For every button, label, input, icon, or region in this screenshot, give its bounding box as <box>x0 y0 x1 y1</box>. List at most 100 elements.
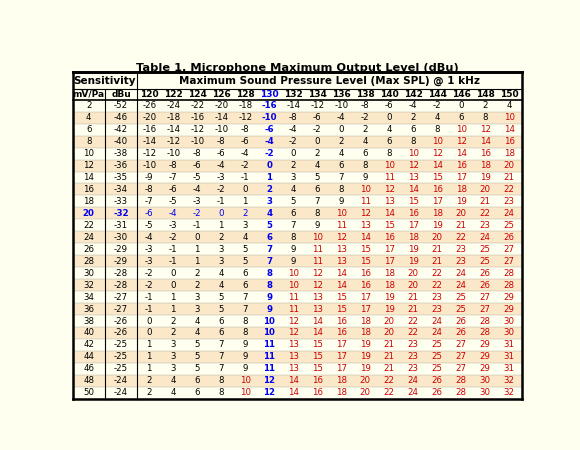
Text: 4: 4 <box>266 209 272 218</box>
Text: 26: 26 <box>480 281 491 290</box>
Text: 19: 19 <box>480 173 491 182</box>
Text: 14: 14 <box>288 388 299 397</box>
Text: 12: 12 <box>311 281 322 290</box>
FancyBboxPatch shape <box>72 387 522 399</box>
Text: 9: 9 <box>362 173 368 182</box>
Text: 13: 13 <box>288 341 299 350</box>
Text: 9: 9 <box>266 292 272 302</box>
Text: 16: 16 <box>83 185 94 194</box>
Text: 21: 21 <box>503 173 514 182</box>
Text: 23: 23 <box>503 197 514 206</box>
Text: 23: 23 <box>408 364 419 373</box>
Text: -25: -25 <box>114 352 128 361</box>
Text: 1: 1 <box>171 305 176 314</box>
Text: 18: 18 <box>383 269 394 278</box>
Text: 1: 1 <box>147 352 152 361</box>
Text: -31: -31 <box>114 221 128 230</box>
Text: 30: 30 <box>480 388 491 397</box>
Text: -6: -6 <box>385 101 393 110</box>
Text: -16: -16 <box>190 113 204 122</box>
Text: dBu: dBu <box>111 90 131 99</box>
Text: 0: 0 <box>242 185 248 194</box>
Text: 17: 17 <box>383 245 394 254</box>
Text: 16: 16 <box>336 328 347 338</box>
Text: 21: 21 <box>408 292 419 302</box>
Text: 13: 13 <box>408 173 419 182</box>
Text: 8: 8 <box>242 316 248 325</box>
Text: 10: 10 <box>383 161 394 170</box>
Text: 0: 0 <box>147 328 152 338</box>
Text: 2: 2 <box>194 281 200 290</box>
Text: -35: -35 <box>114 173 128 182</box>
Text: 19: 19 <box>360 341 371 350</box>
Text: 16: 16 <box>432 185 443 194</box>
Text: 14: 14 <box>311 316 322 325</box>
FancyBboxPatch shape <box>72 291 522 303</box>
Text: 31: 31 <box>503 364 514 373</box>
Text: 16: 16 <box>480 149 491 158</box>
Text: 20: 20 <box>383 316 394 325</box>
FancyBboxPatch shape <box>72 231 522 243</box>
Text: 0: 0 <box>291 149 296 158</box>
Text: 2: 2 <box>194 269 200 278</box>
Text: 10: 10 <box>240 376 251 385</box>
Text: -30: -30 <box>114 233 128 242</box>
Text: 4: 4 <box>219 269 224 278</box>
Text: -8: -8 <box>289 113 298 122</box>
Text: 23: 23 <box>432 305 443 314</box>
Text: 1: 1 <box>266 173 272 182</box>
Text: -10: -10 <box>142 161 156 170</box>
Text: -7: -7 <box>145 197 154 206</box>
FancyBboxPatch shape <box>72 148 522 160</box>
Text: 42: 42 <box>83 341 94 350</box>
Text: 19: 19 <box>456 197 466 206</box>
Text: 24: 24 <box>480 233 491 242</box>
Text: 18: 18 <box>383 281 394 290</box>
Text: 23: 23 <box>432 292 443 302</box>
Text: -8: -8 <box>169 161 177 170</box>
Text: -5: -5 <box>145 221 154 230</box>
Text: 17: 17 <box>456 173 467 182</box>
Text: -42: -42 <box>114 125 128 134</box>
Text: 6: 6 <box>291 209 296 218</box>
Text: 11: 11 <box>311 256 322 266</box>
Text: 25: 25 <box>432 341 443 350</box>
Text: 21: 21 <box>383 341 394 350</box>
Text: 16: 16 <box>456 161 467 170</box>
Text: 18: 18 <box>336 376 347 385</box>
Text: 24: 24 <box>83 233 94 242</box>
Text: -34: -34 <box>114 185 128 194</box>
Text: 0: 0 <box>338 125 344 134</box>
Text: 40: 40 <box>83 328 94 338</box>
Text: 10: 10 <box>83 149 94 158</box>
Text: 134: 134 <box>308 90 327 99</box>
Text: -3: -3 <box>145 245 154 254</box>
Text: 4: 4 <box>219 281 224 290</box>
Text: -8: -8 <box>241 125 249 134</box>
Text: 10: 10 <box>240 388 251 397</box>
Text: 18: 18 <box>408 233 419 242</box>
Text: 15: 15 <box>383 221 394 230</box>
Text: 14: 14 <box>408 185 419 194</box>
Text: 13: 13 <box>288 352 299 361</box>
Text: 21: 21 <box>408 305 419 314</box>
Text: 14: 14 <box>503 125 514 134</box>
FancyBboxPatch shape <box>72 100 522 112</box>
Text: -1: -1 <box>217 197 226 206</box>
Text: 22: 22 <box>383 388 394 397</box>
FancyBboxPatch shape <box>72 112 522 124</box>
Text: 6: 6 <box>314 185 320 194</box>
Text: 10: 10 <box>263 316 275 325</box>
Text: -25: -25 <box>114 364 128 373</box>
Text: 11: 11 <box>360 197 371 206</box>
Text: 4: 4 <box>86 113 92 122</box>
Text: 132: 132 <box>284 90 303 99</box>
Text: -10: -10 <box>166 149 180 158</box>
FancyBboxPatch shape <box>72 279 522 291</box>
Text: 9: 9 <box>291 245 296 254</box>
Text: 28: 28 <box>503 281 514 290</box>
Text: 14: 14 <box>311 328 322 338</box>
Text: 13: 13 <box>288 364 299 373</box>
Text: -12: -12 <box>190 125 204 134</box>
Text: -28: -28 <box>114 281 128 290</box>
